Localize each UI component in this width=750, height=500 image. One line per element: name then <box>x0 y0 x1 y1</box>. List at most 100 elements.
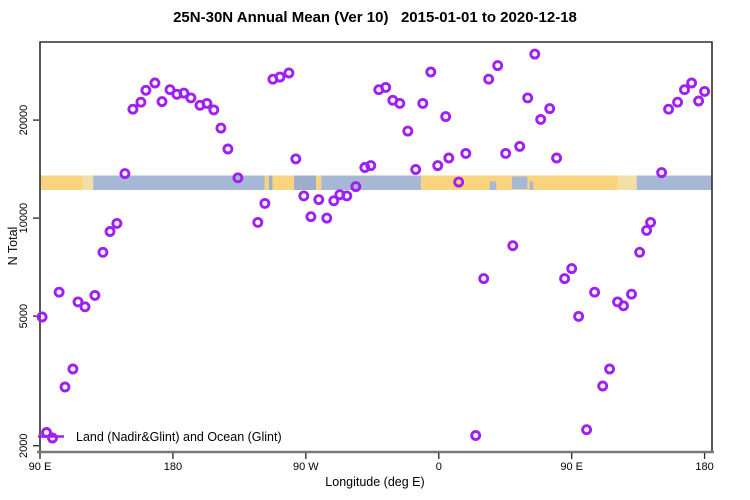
x-tick-label: 90 E <box>29 461 52 473</box>
y-tick-label: 5000 <box>18 304 30 328</box>
data-point <box>581 424 593 436</box>
data-point <box>274 71 286 83</box>
legend-point-symbol <box>47 432 58 444</box>
data-point <box>604 363 616 375</box>
data-point <box>559 273 571 285</box>
data-point <box>394 97 406 109</box>
data-point <box>135 96 147 108</box>
map-strip-lake <box>529 181 534 190</box>
data-point <box>478 273 490 285</box>
data-point <box>156 96 168 108</box>
data-point <box>522 92 534 104</box>
data-point <box>365 160 377 172</box>
data-point <box>119 168 131 180</box>
data-point <box>529 48 541 60</box>
data-point <box>104 226 116 237</box>
data-point <box>672 96 684 108</box>
data-point <box>89 289 101 301</box>
data-point <box>551 152 563 164</box>
data-point <box>699 85 711 97</box>
data-point <box>618 300 629 312</box>
data-point <box>470 430 482 441</box>
data-point <box>111 217 123 229</box>
x-tick-label: 0 <box>436 461 442 473</box>
data-point <box>232 172 244 184</box>
data-point <box>641 224 653 236</box>
data-point <box>305 211 317 223</box>
data-point <box>432 160 444 172</box>
data-point <box>440 111 452 123</box>
data-point <box>453 176 465 188</box>
data-point <box>535 113 547 125</box>
data-point <box>626 288 637 300</box>
data-point <box>663 103 675 115</box>
data-point <box>634 246 646 258</box>
chart-title: 25N-30N Annual Mean (Ver 10) 2015-01-01 … <box>173 9 577 26</box>
map-strip-land_light-segment <box>617 175 637 190</box>
data-point <box>67 363 79 375</box>
data-point <box>507 240 519 252</box>
map-strip-ocean-segment <box>321 175 422 190</box>
legend-point-symbol <box>41 427 52 438</box>
data-point <box>252 216 264 228</box>
data-point <box>656 167 668 179</box>
map-strip-land-segment <box>316 175 322 190</box>
data-point <box>410 164 422 175</box>
data-point <box>313 194 325 206</box>
data-point <box>201 97 213 109</box>
data-point <box>417 97 429 109</box>
data-point <box>679 84 690 96</box>
data-point <box>53 286 65 298</box>
map-strip-land-segment <box>264 175 269 190</box>
data-point <box>208 104 220 116</box>
data-point <box>59 381 71 393</box>
data-point <box>36 311 48 323</box>
data-point <box>492 60 504 72</box>
data-point <box>298 190 310 202</box>
data-point <box>425 66 437 78</box>
data-point <box>573 310 585 322</box>
x-axis-title: Longitude (deg E) <box>325 475 425 489</box>
data-point <box>328 195 340 207</box>
data-point <box>686 77 698 89</box>
y-tick-label: 10000 <box>18 203 30 234</box>
data-point <box>97 246 109 258</box>
y-tick-label: 20000 <box>18 105 30 136</box>
map-strip-land-segment <box>40 175 83 190</box>
data-point <box>460 147 472 159</box>
x-tick-label: 180 <box>164 461 182 473</box>
data-point <box>222 143 234 155</box>
map-strip-ocean-segment <box>93 175 265 190</box>
map-strip-land-segment <box>272 175 295 190</box>
data-point <box>350 181 362 193</box>
data-point <box>321 212 333 224</box>
data-point <box>149 77 161 89</box>
data-point <box>402 125 414 137</box>
data-point <box>483 73 495 85</box>
x-tick-label: 90 E <box>560 461 583 473</box>
data-point <box>380 81 392 93</box>
data-point <box>140 84 152 96</box>
data-point <box>597 380 609 392</box>
data-point <box>178 87 190 99</box>
data-point <box>127 103 139 115</box>
map-strip-ocean_dark-segment <box>294 175 317 190</box>
data-point <box>259 197 271 209</box>
map-strip-ocean-segment <box>636 175 712 190</box>
data-point <box>79 301 91 313</box>
x-tick-label: 90 W <box>293 461 319 473</box>
data-point <box>514 140 526 152</box>
data-point <box>500 147 512 159</box>
legend-label: Land (Nadir&Glint) and Ocean (Glint) <box>76 430 282 444</box>
map-strip-lake <box>511 176 528 189</box>
data-point <box>693 95 705 107</box>
data-point <box>341 190 353 202</box>
plot-box-border <box>39 41 713 451</box>
data-point <box>290 153 302 165</box>
x-tick-label: 180 <box>695 461 713 473</box>
data-point <box>72 296 84 308</box>
data-point <box>566 263 578 275</box>
data-point <box>185 92 197 104</box>
